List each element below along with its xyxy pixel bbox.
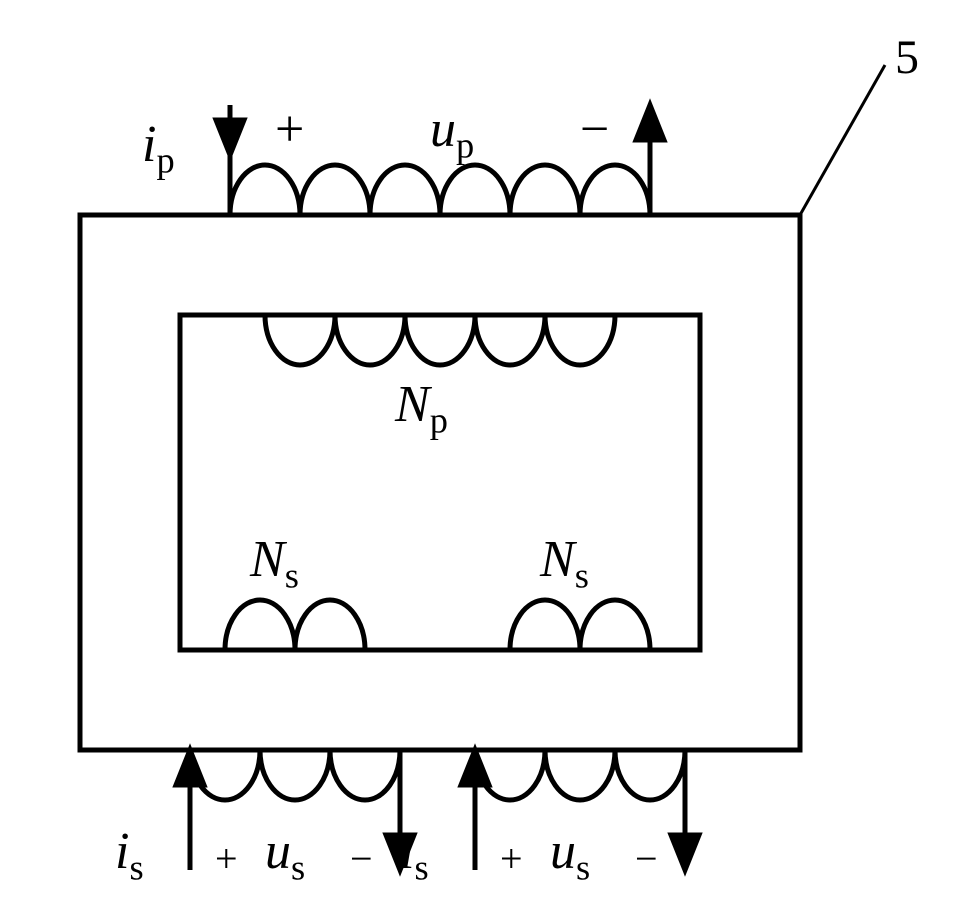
core-outer bbox=[80, 215, 800, 750]
transformer-diagram: 5 ip + up − Np Ns Ns is + us − is bbox=[0, 0, 958, 899]
label-is-right: is bbox=[400, 822, 429, 888]
label-minus-br: − bbox=[635, 835, 658, 882]
callout-line bbox=[800, 65, 885, 215]
label-Ns-right: Ns bbox=[540, 530, 589, 596]
label-Np: Np bbox=[395, 375, 448, 441]
label-us-right: us bbox=[550, 822, 590, 888]
primary-coil bbox=[230, 165, 650, 365]
label-Ns-left: Ns bbox=[250, 530, 299, 596]
secondary-coil-left bbox=[190, 600, 400, 800]
secondary-coil-right bbox=[475, 600, 685, 800]
label-plus-br: + bbox=[500, 835, 523, 882]
label-is-left: is bbox=[115, 822, 144, 888]
label-minus-top: − bbox=[580, 100, 609, 159]
label-up: up bbox=[430, 100, 474, 166]
label-ip: ip bbox=[142, 115, 175, 181]
label-minus-bl: − bbox=[350, 835, 373, 882]
label-us-left: us bbox=[265, 822, 305, 888]
label-plus-top: + bbox=[275, 100, 304, 159]
callout-number: 5 bbox=[895, 30, 919, 85]
label-plus-bl: + bbox=[215, 835, 238, 882]
